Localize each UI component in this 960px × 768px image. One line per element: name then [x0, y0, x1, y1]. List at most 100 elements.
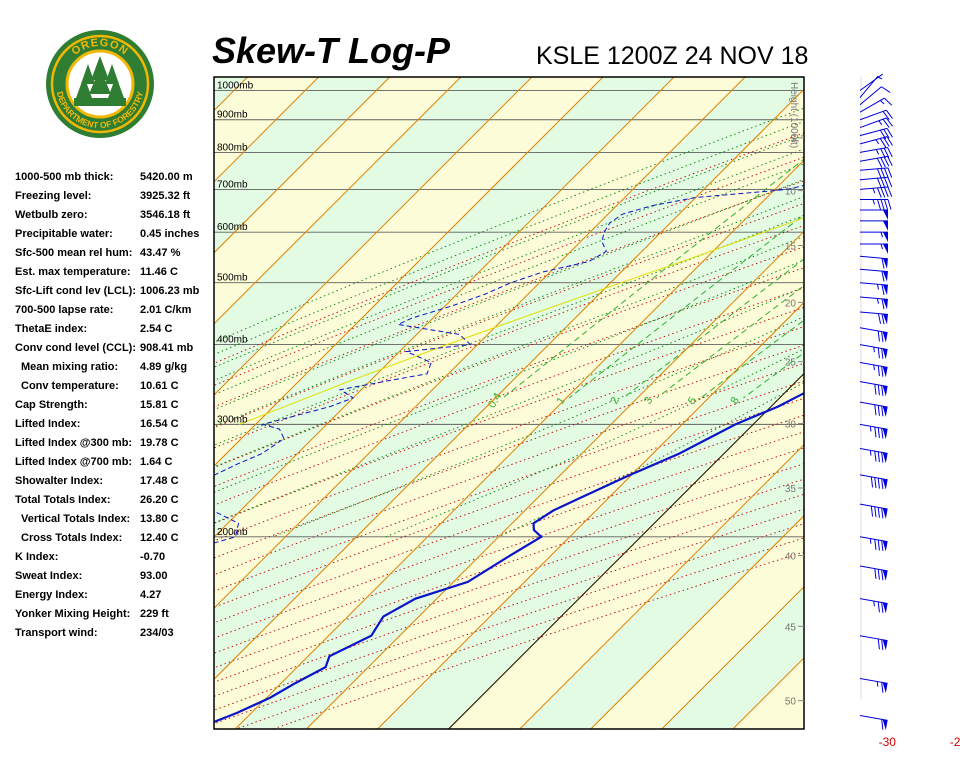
wind-barb-staff — [859, 109, 887, 121]
index-row: K Index: -0.70 — [15, 548, 215, 567]
wind-barb-flag — [874, 568, 877, 580]
wind-barb-half — [876, 681, 879, 687]
index-row: Conv temperature: 10.61 C — [15, 377, 215, 396]
dry-adiabat — [214, 267, 804, 488]
wind-barb — [859, 86, 891, 106]
wind-barb-flag — [876, 187, 882, 198]
pressure-label: 600mb — [217, 222, 248, 233]
wind-barb — [859, 75, 883, 98]
isotherm-line — [214, 88, 804, 680]
wind-barb — [860, 243, 888, 254]
index-row: Precipitable water: 0.45 inches — [15, 225, 215, 244]
index-value: 12.40 C — [140, 532, 179, 544]
wind-barb-half — [873, 364, 875, 371]
moist-adiabat — [214, 121, 804, 356]
wind-barb — [859, 503, 888, 519]
wind-barb-flag — [881, 602, 884, 613]
wind-barb-flag — [883, 147, 890, 158]
dry-adiabat — [214, 287, 804, 506]
dry-adiabat — [214, 306, 804, 524]
index-row: 700-500 lapse rate: 2.01 C/km — [15, 301, 215, 320]
wind-barb-half — [876, 298, 879, 304]
wind-barb-flag — [870, 506, 874, 517]
wind-barb-flag — [881, 682, 884, 693]
mixing-ratio-line — [656, 285, 804, 399]
index-row: Cross Totals Index: 12.40 C — [15, 529, 215, 548]
wind-barb-flag — [883, 137, 890, 147]
index-label: Conv cond level (CCL): — [15, 342, 137, 354]
wind-barb-half — [869, 426, 872, 432]
index-value: 229 ft — [140, 608, 169, 620]
wind-barb-flag — [881, 284, 885, 295]
wind-barb-flag — [870, 476, 874, 488]
index-label: Showalter Index: — [15, 475, 104, 487]
index-label: Energy Index: — [15, 589, 88, 601]
index-value: 13.80 C — [140, 513, 179, 525]
wind-barb-half — [872, 199, 875, 205]
index-value: 1006.23 mb — [140, 285, 200, 297]
pressure-label: 1000mb — [217, 81, 254, 92]
isotherm-line — [377, 301, 804, 729]
wind-barb-staff — [859, 536, 888, 543]
wind-barb-flag — [883, 156, 890, 167]
height-tick-label: 10 — [785, 187, 797, 198]
height-tick-label: 25 — [785, 358, 797, 369]
wind-barb-flag — [874, 506, 877, 518]
wind-barb-flag — [881, 452, 884, 463]
wind-barb-flag — [886, 128, 893, 138]
index-value: 2.01 C/km — [140, 304, 192, 316]
dewpoint-trace — [214, 184, 804, 544]
parcel-trace — [239, 217, 804, 425]
wind-barb-pennant — [882, 366, 888, 378]
wind-barb-flag — [881, 298, 885, 310]
wind-barb — [860, 220, 888, 231]
isotherm-line — [803, 728, 804, 729]
index-value: 19.78 C — [140, 437, 179, 449]
index-label: Lifted Index @700 mb: — [15, 456, 133, 468]
wind-barb-staff — [859, 714, 888, 721]
wind-barb — [859, 127, 893, 140]
wind-barb — [859, 136, 893, 148]
index-label: Cross Totals Index: — [21, 532, 123, 544]
index-value: 43.47 % — [140, 247, 181, 259]
wind-barb — [859, 423, 888, 440]
wind-barb-flag — [877, 347, 880, 359]
index-value: 26.20 C — [140, 494, 179, 506]
wind-barb-flag — [882, 118, 890, 128]
wind-barb — [859, 117, 893, 129]
wind-barb-flag — [887, 186, 893, 197]
wind-barb-flag — [887, 147, 893, 158]
isotherm-line — [214, 77, 462, 325]
index-row: Sfc-Lift cond lev (LCL): 1006.23 mb — [15, 282, 215, 301]
wind-barb-staff — [859, 136, 888, 145]
index-value: 4.27 — [140, 589, 162, 601]
isotherm-line — [214, 77, 533, 396]
pressure-label: 400mb — [217, 335, 248, 346]
pressure-label: 500mb — [217, 273, 248, 284]
isotherm-line — [214, 77, 604, 467]
dry-adiabat — [214, 202, 804, 429]
wind-barb-flag — [876, 157, 883, 168]
temperature-tick-label: -30 — [879, 735, 897, 749]
index-value: 16.54 C — [140, 418, 179, 430]
index-row: Lifted Index @700 mb: 1.64 C — [15, 453, 215, 472]
wind-barb — [859, 268, 888, 282]
temperature-band — [214, 77, 804, 680]
wind-barb-half — [869, 450, 872, 456]
wind-barb-pennant — [882, 298, 888, 310]
wind-barb-flag — [881, 348, 884, 359]
wind-barb-flag — [883, 128, 890, 139]
wind-barb — [859, 448, 888, 464]
mixing-ratio-line — [568, 214, 804, 399]
index-row: Wetbulb zero: 3546.18 ft — [15, 206, 215, 225]
wind-barb-half — [875, 139, 880, 145]
wind-barb-flag — [885, 109, 893, 119]
index-label: Sfc-Lift cond lev (LCL): — [15, 285, 136, 297]
wind-barb-staff — [859, 423, 888, 430]
wind-barb-flag — [877, 569, 880, 580]
height-tick-label: 50 — [785, 697, 797, 708]
wind-barb-flag — [887, 199, 892, 210]
moist-adiabat — [214, 286, 804, 524]
wind-barb-half — [869, 538, 872, 544]
